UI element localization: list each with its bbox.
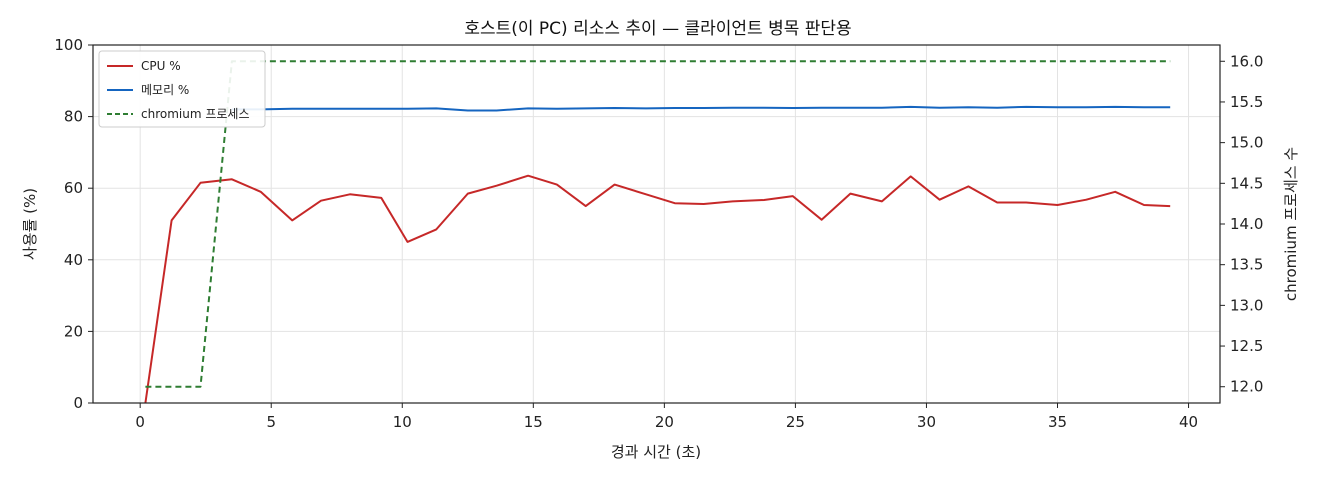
y2-tick-label: 14.5 bbox=[1230, 174, 1263, 192]
y-tick-label: 100 bbox=[54, 36, 83, 54]
x-tick-label: 40 bbox=[1179, 413, 1198, 431]
chart-title: 호스트(이 PC) 리소스 추이 — 클라이언트 병목 판단용 bbox=[464, 19, 851, 39]
legend-box bbox=[98, 50, 266, 128]
legend-label: CPU % bbox=[141, 59, 181, 73]
x-tick-label: 10 bbox=[393, 413, 412, 431]
x-tick-label: 35 bbox=[1048, 413, 1067, 431]
y2-tick-label: 13.5 bbox=[1230, 256, 1263, 274]
series-line-0 bbox=[144, 174, 1171, 404]
y2-tick-label: 16.0 bbox=[1230, 52, 1263, 70]
y2-tick-label: 15.0 bbox=[1230, 134, 1263, 152]
y2-tick-label: 12.0 bbox=[1230, 378, 1263, 396]
legend: CPU % 메모리 % chromium 프로세스 bbox=[98, 50, 266, 128]
y2-axis-label: chromium 프로세스 수 bbox=[1282, 147, 1300, 301]
y-tick-label: 40 bbox=[64, 251, 83, 269]
y-tick-label: 20 bbox=[64, 322, 83, 340]
x-tick-label: 5 bbox=[266, 413, 276, 431]
series-layer bbox=[144, 60, 1171, 404]
y2-tick-label: 14.0 bbox=[1230, 215, 1263, 233]
x-tick-label: 25 bbox=[786, 413, 805, 431]
x-tick-label: 15 bbox=[524, 413, 543, 431]
y-tick-label: 80 bbox=[64, 108, 83, 126]
y-tick-label: 60 bbox=[64, 179, 83, 197]
x-axis-label: 경과 시간 (초) bbox=[611, 443, 701, 461]
y2-tick-label: 13.0 bbox=[1230, 296, 1263, 314]
y2-tick-label: 12.5 bbox=[1230, 337, 1263, 355]
x-tick-label: 20 bbox=[655, 413, 674, 431]
x-tick-label: 0 bbox=[135, 413, 145, 431]
y2-tick-label: 15.5 bbox=[1230, 93, 1263, 111]
axes: 0 5 10 15 20 25 30 35 40 0 20 40 60 80 100 12.0 12.5 13.0… bbox=[54, 36, 1263, 431]
y-axis-label: 사용률 (%) bbox=[21, 188, 39, 260]
x-tick-label: 30 bbox=[917, 413, 936, 431]
legend-label: 메모리 % bbox=[141, 83, 189, 97]
y-tick-label: 0 bbox=[73, 394, 83, 412]
series-line-1 bbox=[231, 105, 1171, 112]
series-line-2 bbox=[145, 60, 1171, 388]
legend-label: chromium 프로세스 bbox=[141, 107, 250, 121]
